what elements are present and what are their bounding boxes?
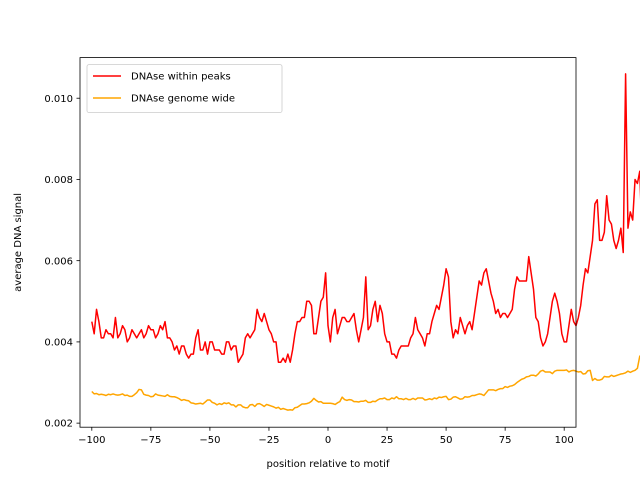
x-axis-label: position relative to motif <box>267 459 390 470</box>
legend-label-genome-wide: DNAse genome wide <box>131 94 235 105</box>
x-tick-label: 75 <box>499 435 512 446</box>
y-axis-label: average DNA signal <box>13 193 24 292</box>
x-tick-label: −25 <box>258 435 279 446</box>
x-tick-label: −50 <box>199 435 220 446</box>
y-tick-label: 0.008 <box>44 175 73 186</box>
y-axis-ticks: 0.002 0.004 0.006 0.008 0.010 <box>44 94 80 430</box>
series-line-within-peaks <box>91 73 640 363</box>
legend-box <box>86 64 283 113</box>
x-tick-label: −75 <box>140 435 161 446</box>
legend-label-within-peaks: DNAse within peaks <box>131 72 231 83</box>
y-tick-label: 0.004 <box>44 338 73 349</box>
series-layer <box>91 73 640 411</box>
y-tick-label: 0.006 <box>44 256 73 267</box>
x-tick-label: 25 <box>381 435 394 446</box>
x-tick-label: 0 <box>325 435 331 446</box>
x-tick-label: 100 <box>555 435 574 446</box>
y-tick-label: 0.010 <box>44 94 73 105</box>
series-line-genome-wide <box>91 355 640 411</box>
x-axis-ticks: −100 −75 −50 −25 0 25 50 75 100 <box>78 427 574 446</box>
y-tick-label: 0.002 <box>44 419 73 430</box>
x-tick-label: 50 <box>440 435 453 446</box>
legend: DNAse within peaks DNAse genome wide <box>86 64 283 113</box>
x-tick-label: −100 <box>78 435 105 446</box>
